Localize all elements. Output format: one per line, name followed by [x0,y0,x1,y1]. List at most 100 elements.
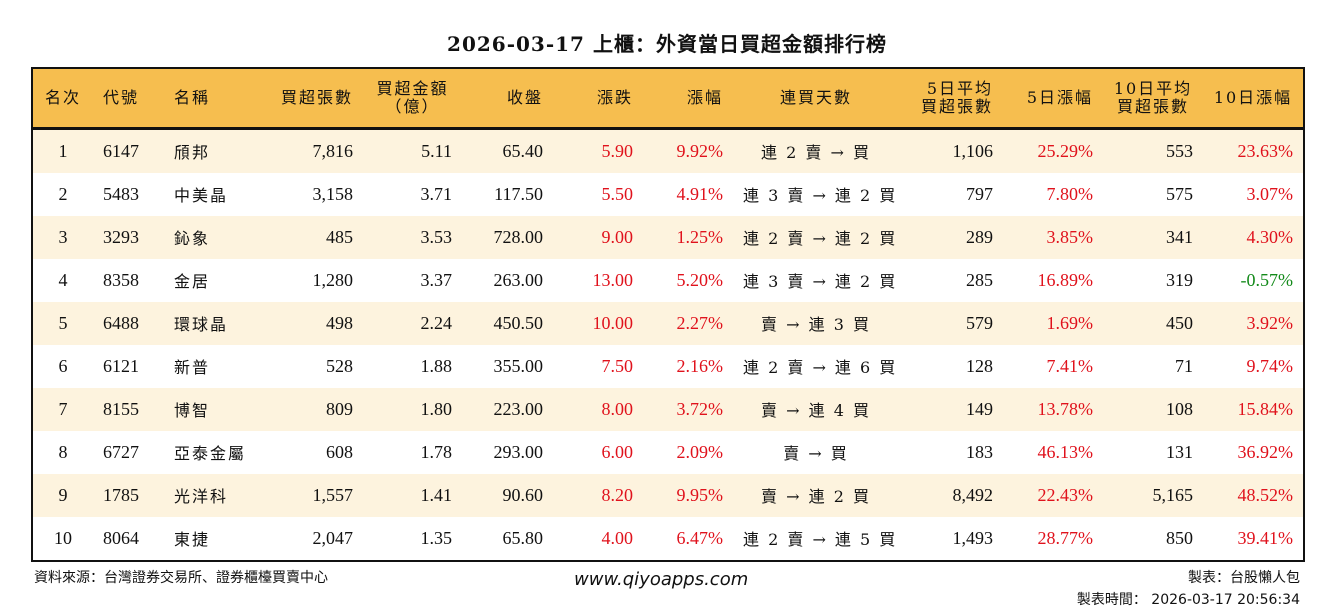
cell-name: 中美晶 [174,186,229,205]
column-header: 10日漲幅 [1213,87,1293,107]
cell-rank: 2 [58,183,68,204]
column-header: 漲跌 [596,87,633,107]
cell-net-shares: 2,047 [312,527,354,548]
cell-avg10: 850 [1166,527,1193,548]
page-title: 2026-03-17 上櫃：外資當日買超金額排行榜 [447,32,887,56]
cell-streak: 連 3 賣 → 連 2 買 [743,186,898,205]
cell-avg5: 1,106 [952,140,994,161]
cell-net-amount: 1.35 [420,527,453,548]
cell-code: 6121 [103,355,139,376]
cell-pct: 9.95% [676,484,724,505]
cell-pct10: 48.52% [1237,484,1294,505]
cell-net-shares: 608 [326,441,353,462]
cell-avg10: 341 [1166,226,1193,247]
cell-streak: 賣 → 連 3 買 [761,315,871,334]
table-row: 4 8358 金居 1,280 3.37 263.00 13.00 5.20% 連 3 賣 → … [32,258,1304,302]
cell-avg5: 128 [966,355,993,376]
cell-avg10: 575 [1166,183,1193,204]
cell-close: 450.50 [493,312,544,333]
cell-change: 5.50 [601,183,634,204]
column-header: 5日平均 買超張數 [920,78,993,116]
cell-avg10: 131 [1166,441,1193,462]
cell-avg5: 579 [966,312,993,333]
cell-net-shares: 498 [326,312,353,333]
cell-rank: 3 [58,226,68,247]
column-header: 名次 [44,87,81,107]
cell-name: 金居 [174,272,211,291]
column-header: 代號 [103,87,140,107]
cell-name: 亞泰金屬 [174,444,247,463]
cell-code: 5483 [103,183,139,204]
cell-streak: 連 2 賣 → 連 5 買 [743,530,898,549]
cell-pct10: 3.92% [1246,312,1294,333]
cell-net-shares: 1,280 [312,269,354,290]
cell-pct5: 7.41% [1046,355,1094,376]
cell-avg5: 797 [966,183,993,204]
cell-pct10: -0.57% [1240,269,1294,290]
website-link[interactable]: www.qiyoapps.com [574,569,749,590]
cell-streak: 連 3 賣 → 連 2 買 [743,272,898,291]
cell-close: 65.80 [502,527,544,548]
cell-pct: 2.09% [676,441,724,462]
cell-pct5: 7.80% [1046,183,1094,204]
cell-avg10: 5,165 [1152,484,1194,505]
cell-close: 90.60 [502,484,544,505]
table-row: 2 5483 中美晶 3,158 3.71 117.50 5.50 4.91% 連 3 賣 → … [32,172,1304,216]
cell-change: 5.90 [601,140,634,161]
cell-pct5: 3.85% [1046,226,1094,247]
cell-avg10: 553 [1166,140,1193,161]
cell-avg5: 1,493 [952,527,994,548]
cell-change: 10.00 [592,312,634,333]
cell-pct5: 16.89% [1037,269,1094,290]
cell-net-amount: 1.80 [420,398,453,419]
cell-pct5: 28.77% [1037,527,1094,548]
cell-pct: 9.92% [676,140,724,161]
cell-pct: 5.20% [676,269,724,290]
cell-rank: 1 [58,140,68,161]
cell-avg5: 285 [966,269,993,290]
cell-streak: 賣 → 連 4 買 [761,401,871,420]
cell-pct: 2.27% [676,312,724,333]
cell-change: 9.00 [601,226,634,247]
ranking-table: 名次 代號 名稱 買超張數 買超金額 （億） 收盤 漲跌 漲幅 連買天數 5日平均 買超張數 5日漲幅 1… [31,67,1305,562]
cell-pct5: 22.43% [1037,484,1094,505]
cell-net-shares: 1,557 [312,484,354,505]
cell-pct10: 3.07% [1246,183,1294,204]
table-row: 1 6147 頎邦 7,816 5.11 65.40 5.90 9.92% 連 2 賣 → 買 1… [32,128,1304,173]
cell-pct10: 39.41% [1237,527,1294,548]
cell-close: 223.00 [493,398,544,419]
cell-net-amount: 1.78 [420,441,453,462]
table-row: 3 3293 鈊象 485 3.53 728.00 9.00 1.25% 連 2 賣 → 連 2… [32,215,1304,259]
cell-code: 8358 [103,269,139,290]
cell-net-amount: 3.37 [420,269,453,290]
cell-change: 7.50 [601,355,634,376]
cell-rank: 5 [58,312,68,333]
cell-net-amount: 5.11 [421,140,452,161]
cell-change: 8.20 [601,484,634,505]
cell-name: 頎邦 [174,143,211,162]
cell-rank: 10 [54,527,72,548]
cell-code: 8155 [103,398,139,419]
cell-avg5: 289 [966,226,993,247]
cell-avg5: 183 [966,441,993,462]
cell-pct: 1.25% [676,226,724,247]
cell-pct5: 1.69% [1046,312,1094,333]
cell-close: 355.00 [493,355,544,376]
cell-code: 6488 [103,312,139,333]
column-header: 名稱 [174,87,211,107]
cell-name: 東捷 [174,530,211,549]
cell-code: 3293 [103,226,139,247]
cell-pct10: 9.74% [1246,355,1294,376]
cell-change: 4.00 [601,527,634,548]
cell-streak: 連 2 賣 → 買 [761,143,871,162]
cell-pct10: 23.63% [1237,140,1294,161]
table-row: 10 8064 東捷 2,047 1.35 65.80 4.00 6.47% 連 2 賣 → 連… [32,516,1304,561]
cell-change: 8.00 [601,398,634,419]
cell-net-shares: 7,816 [312,140,354,161]
cell-close: 65.40 [502,140,544,161]
cell-net-shares: 485 [326,226,353,247]
cell-code: 1785 [103,484,139,505]
cell-net-shares: 809 [326,398,353,419]
cell-rank: 8 [58,441,68,462]
cell-name: 環球晶 [174,315,229,334]
